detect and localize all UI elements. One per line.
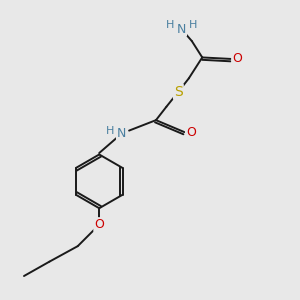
Text: N: N	[177, 22, 186, 36]
Text: H: H	[188, 20, 197, 31]
Text: H: H	[166, 20, 174, 31]
Text: O: O	[94, 218, 104, 231]
Text: O: O	[232, 52, 242, 65]
Text: H: H	[106, 126, 115, 136]
Text: S: S	[174, 85, 183, 99]
Text: O: O	[186, 126, 196, 139]
Text: N: N	[117, 127, 126, 140]
